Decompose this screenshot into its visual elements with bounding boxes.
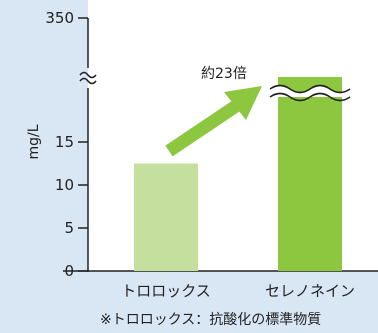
- y-tick-label-15: 15: [55, 133, 74, 151]
- y-axis-label: mg/L: [26, 124, 42, 159]
- y-tick-label-0: 0: [64, 262, 74, 280]
- y-axis-break-mark: [79, 71, 97, 85]
- comparison-arrow: [165, 86, 262, 157]
- bar-break-mark: [269, 84, 351, 102]
- arrow-head: [224, 86, 262, 120]
- x-category-label-selenoneine: セレノネイン: [265, 282, 355, 300]
- y-tick-label-10: 10: [55, 176, 74, 194]
- y-tick-label-5: 5: [64, 219, 74, 237]
- footnote: ※トロロックス：抗酸化の標準物質: [100, 312, 321, 328]
- arrow-shaft: [165, 100, 240, 157]
- ratio-annotation: 約23倍: [201, 66, 247, 82]
- bar-selenoneine: [278, 77, 342, 271]
- y-tick-label-350: 350: [45, 9, 74, 27]
- bar-trolox: [134, 163, 198, 271]
- x-category-label-trolox: トロロックス: [121, 282, 211, 300]
